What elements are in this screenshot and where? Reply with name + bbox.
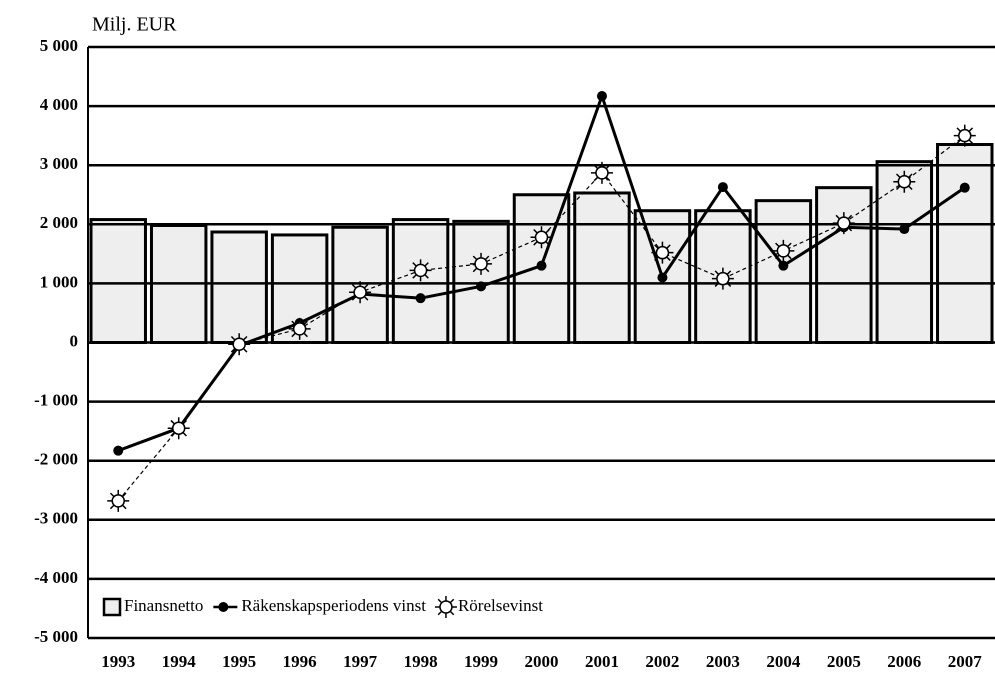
marker	[470, 252, 493, 275]
marker	[657, 272, 668, 283]
marker	[832, 212, 855, 235]
y-tick-label: -4 000	[34, 568, 78, 587]
bar	[89, 218, 147, 345]
marker	[772, 239, 795, 262]
y-tick-label: 3 000	[40, 154, 78, 173]
marker	[476, 281, 487, 292]
marker	[107, 489, 130, 512]
y-tick-label: -5 000	[34, 627, 78, 646]
x-tick-label: 1996	[283, 652, 317, 671]
x-tick-label: 2004	[766, 652, 801, 671]
legend-swatch	[102, 597, 122, 617]
line	[117, 135, 966, 502]
marker	[778, 260, 789, 271]
legend-label: Rörelsevinst	[458, 596, 543, 615]
legend-bg	[100, 594, 660, 620]
x-tick-label: 2002	[645, 652, 679, 671]
marker	[288, 317, 311, 340]
bar	[694, 209, 752, 344]
x-tick-label: 2005	[827, 652, 861, 671]
y-tick-label: 0	[70, 331, 79, 350]
marker	[167, 417, 190, 440]
legend-label: Räkenskapsperiodens vinst	[241, 596, 426, 615]
x-tick-label: 2006	[887, 652, 921, 671]
marker	[590, 161, 613, 184]
marker	[959, 182, 970, 193]
x-tick-label: 1994	[162, 652, 197, 671]
legend-label: Finansnetto	[124, 596, 203, 615]
marker	[415, 293, 426, 304]
legend-swatch	[434, 596, 457, 618]
marker	[953, 124, 976, 147]
y-tick-label: -1 000	[34, 391, 78, 410]
y-tick-label: 1 000	[40, 272, 78, 291]
x-tick-label: 1999	[464, 652, 498, 671]
y-tick-label: 4 000	[40, 95, 78, 114]
bar	[573, 191, 631, 344]
marker	[596, 91, 607, 102]
y-axis-label: Milj. EUR	[92, 14, 177, 36]
y-tick-label: -3 000	[34, 509, 78, 528]
marker	[717, 182, 728, 193]
marker	[113, 445, 124, 456]
y-tick-label: 2 000	[40, 213, 78, 232]
x-tick-label: 1993	[101, 652, 135, 671]
marker	[893, 170, 916, 193]
bar	[210, 230, 268, 344]
marker	[536, 260, 547, 271]
marker	[711, 267, 734, 290]
x-tick-label: 2007	[948, 652, 983, 671]
y-tick-label: 5 000	[40, 36, 78, 55]
x-tick-label: 2003	[706, 652, 740, 671]
x-tick-label: 1997	[343, 652, 378, 671]
x-tick-label: 2000	[525, 652, 559, 671]
bar	[815, 186, 873, 344]
bar	[754, 199, 813, 344]
x-tick-label: 2001	[585, 652, 619, 671]
marker	[651, 241, 674, 264]
bar	[936, 143, 994, 344]
legend-swatch	[218, 602, 229, 612]
x-tick-label: 1995	[222, 652, 256, 671]
marker	[899, 224, 910, 235]
x-tick-label: 1998	[404, 652, 438, 671]
marker	[228, 333, 251, 356]
marker	[349, 281, 372, 304]
marker	[409, 259, 432, 282]
marker	[530, 226, 553, 249]
y-tick-label: -2 000	[34, 450, 78, 469]
